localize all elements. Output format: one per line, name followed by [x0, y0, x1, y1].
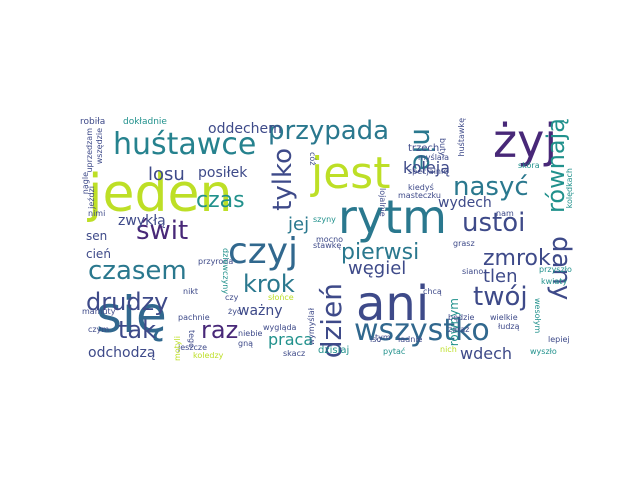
word: kolędkach	[565, 168, 574, 209]
word: grasz	[453, 239, 475, 248]
word: oddechem	[208, 121, 282, 137]
word: myślała	[418, 153, 449, 162]
word: tylko	[268, 148, 298, 211]
word: wdech	[460, 344, 513, 363]
word: posiłek	[198, 165, 248, 181]
word: wszystko	[354, 313, 490, 348]
word: mocno	[316, 235, 344, 244]
word: świt	[136, 216, 189, 246]
word: huśtawkę	[457, 118, 466, 157]
word: buty	[438, 138, 447, 157]
word: wyszło	[530, 347, 557, 356]
word: pytać	[383, 347, 406, 356]
word: będzie	[448, 313, 475, 322]
word: rytm	[338, 190, 447, 244]
word: wymyślał	[307, 308, 316, 346]
word: odchodzą	[88, 345, 156, 361]
word: pierwsi	[341, 240, 420, 265]
word: tlen	[483, 266, 518, 287]
word: cień	[86, 247, 111, 261]
word: żyj	[493, 114, 558, 168]
word: skacz	[283, 349, 306, 358]
word: nie	[407, 128, 440, 171]
word: kwiaty	[541, 277, 568, 286]
word: siano	[462, 267, 484, 276]
word: dzisiaj	[318, 345, 350, 356]
word: przypada	[268, 116, 390, 146]
word: jest	[311, 148, 391, 199]
word: losu	[148, 164, 185, 185]
word: krok	[243, 270, 295, 298]
word: czy	[225, 293, 239, 302]
word: koledzy	[193, 351, 224, 360]
word: dokładnie	[123, 117, 167, 127]
word: czasem	[88, 256, 187, 286]
word: przyszło	[539, 265, 572, 274]
word: ani	[356, 276, 430, 332]
word: wielkie	[490, 313, 518, 322]
word: równym	[447, 298, 461, 347]
word: węgiel	[348, 258, 407, 279]
word: tego	[187, 330, 196, 349]
word: ustoi	[462, 208, 526, 238]
word: nich	[440, 345, 457, 354]
word: robiła	[80, 117, 106, 127]
word: masteczku	[398, 191, 441, 200]
word: zmrok	[483, 246, 551, 271]
word: czym	[88, 325, 110, 334]
word: drudzy	[86, 288, 169, 316]
word: łudzą	[498, 322, 520, 331]
word: ważny	[238, 303, 283, 319]
word: twój	[473, 282, 528, 312]
word: nikt	[183, 287, 199, 296]
word: trzech	[408, 143, 440, 154]
word: skóra	[518, 161, 540, 170]
word: praca	[268, 330, 314, 349]
word: motyli	[173, 336, 182, 362]
word: wesołym	[533, 298, 542, 334]
word: jej	[288, 214, 310, 235]
word: cóż	[308, 152, 317, 166]
word: uprzedzam	[85, 128, 94, 173]
word: jeszcze	[178, 343, 208, 352]
word: nimi	[88, 209, 106, 218]
word: specjalnie	[408, 167, 449, 176]
word: koleją	[403, 158, 451, 177]
word: stawkę	[313, 241, 342, 250]
word: lojalnie	[378, 188, 387, 217]
word: tym	[375, 333, 391, 342]
word: kiedyś	[408, 183, 434, 192]
word: niebie	[238, 329, 263, 338]
word: ładnie	[398, 335, 423, 344]
word: mamuty	[82, 307, 116, 316]
word: pachnie	[178, 313, 210, 322]
word: się	[96, 286, 167, 344]
word: jeden	[88, 164, 233, 224]
word: szyny	[313, 215, 336, 224]
word: tak	[118, 316, 157, 344]
word: wygląda	[263, 323, 297, 332]
word: dziewczyny	[221, 248, 230, 295]
word: huśtawce	[113, 127, 257, 162]
word-cloud: jeden jest rytm żyj ani się czyj huśtawc…	[78, 118, 590, 370]
word: dany	[546, 236, 576, 301]
word: zaraz	[448, 325, 470, 334]
word: sen	[86, 229, 108, 243]
word: nam	[496, 209, 514, 218]
word: raz	[201, 316, 239, 344]
word: lepiej	[548, 335, 570, 344]
word: chcą	[423, 287, 442, 296]
word: gną	[238, 339, 254, 348]
word: isc	[370, 335, 381, 344]
word: wydech	[438, 195, 492, 211]
word: czyj	[228, 231, 298, 272]
word: przyroda	[198, 257, 234, 266]
word: żyć	[228, 307, 242, 316]
word: czas	[196, 188, 245, 213]
word: zwykłą	[118, 213, 166, 229]
word: wszędzie	[95, 128, 104, 165]
word: nasyć	[453, 172, 529, 202]
word: nagle	[81, 172, 90, 195]
word: słońce	[268, 293, 294, 302]
